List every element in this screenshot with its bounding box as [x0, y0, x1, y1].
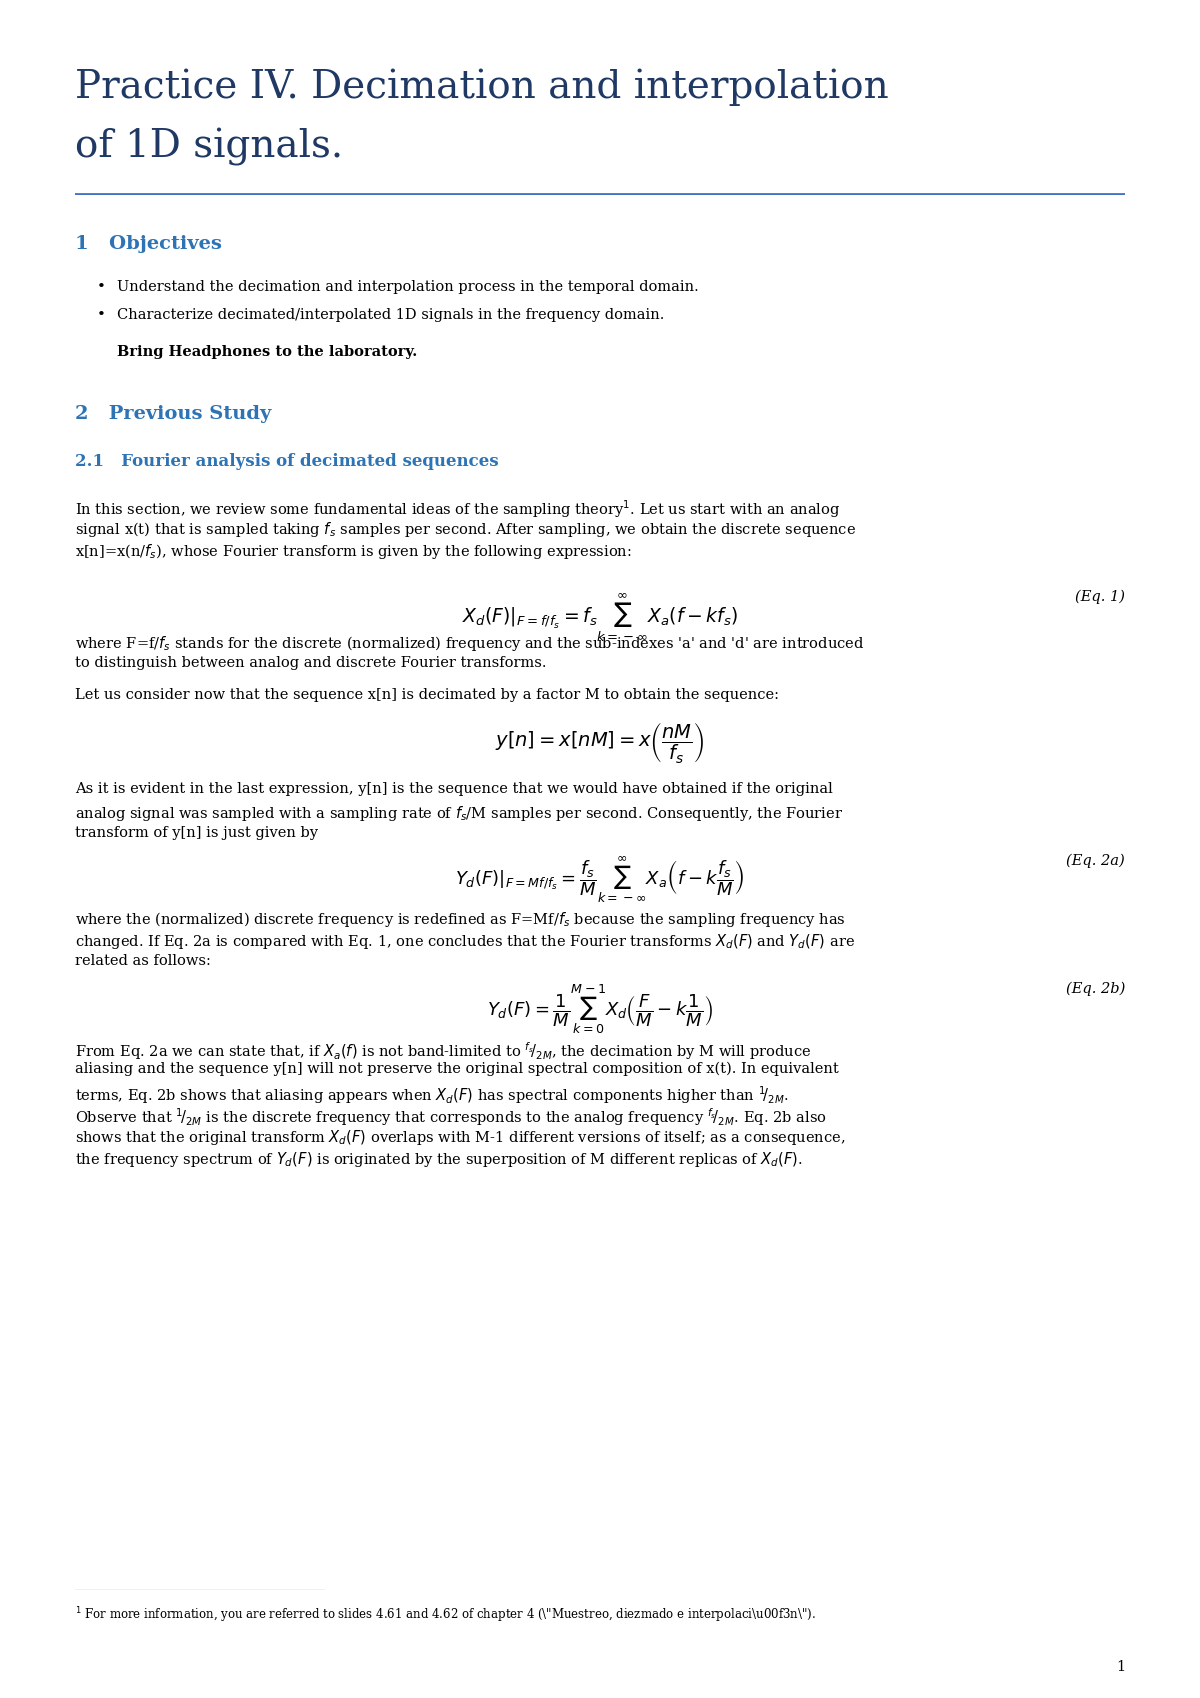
Text: Understand the decimation and interpolation process in the temporal domain.: Understand the decimation and interpolat… [118, 280, 698, 294]
Text: $^1$ For more information, you are referred to slides 4.61 and 4.62 of chapter 4: $^1$ For more information, you are refer… [74, 1605, 816, 1625]
Text: where the (normalized) discrete frequency is redefined as F=Mf/$f_s$ because the: where the (normalized) discrete frequenc… [74, 910, 846, 929]
Text: $X_d(F)|_{F=f/f_s} = f_s \sum_{k=-\infty}^{\infty} X_a(f - kf_s)$: $X_d(F)|_{F=f/f_s} = f_s \sum_{k=-\infty… [462, 589, 738, 644]
Text: to distinguish between analog and discrete Fourier transforms.: to distinguish between analog and discre… [74, 655, 546, 671]
Text: (Eq. 2a): (Eq. 2a) [1067, 854, 1126, 868]
Text: terms, Eq. 2b shows that aliasing appears when $X_d(F)$ has spectral components : terms, Eq. 2b shows that aliasing appear… [74, 1083, 788, 1105]
Text: where F=f/$f_s$ stands for the discrete (normalized) frequency and the sub-index: where F=f/$f_s$ stands for the discrete … [74, 633, 864, 654]
Text: Bring Headphones to the laboratory.: Bring Headphones to the laboratory. [118, 345, 418, 358]
Text: $y[n] = x[nM] = x\left(\dfrac{nM}{f_s}\right)$: $y[n] = x[nM] = x\left(\dfrac{nM}{f_s}\r… [496, 720, 704, 766]
Text: Characterize decimated/interpolated 1D signals in the frequency domain.: Characterize decimated/interpolated 1D s… [118, 307, 665, 323]
Text: Practice IV. Decimation and interpolation: Practice IV. Decimation and interpolatio… [74, 68, 889, 105]
Text: shows that the original transform $X_d(F)$ overlaps with M-1 different versions : shows that the original transform $X_d(F… [74, 1127, 846, 1148]
Text: As it is evident in the last expression, y[n] is the sequence that we would have: As it is evident in the last expression,… [74, 783, 833, 796]
Text: Observe that $^1\!/_{2M}$ is the discrete frequency that corresponds to the anal: Observe that $^1\!/_{2M}$ is the discret… [74, 1105, 827, 1127]
Text: 1   Objectives: 1 Objectives [74, 234, 222, 253]
Text: 1: 1 [1116, 1661, 1126, 1674]
Text: 2.1   Fourier analysis of decimated sequences: 2.1 Fourier analysis of decimated sequen… [74, 453, 499, 470]
Text: signal x(t) that is sampled taking $f_s$ samples per second. After sampling, we : signal x(t) that is sampled taking $f_s$… [74, 520, 856, 538]
Text: $Y_d(F) = \dfrac{1}{M}\sum_{k=0}^{M-1} X_d\left(\dfrac{F}{M} - k\dfrac{1}{M}\rig: $Y_d(F) = \dfrac{1}{M}\sum_{k=0}^{M-1} X… [487, 981, 713, 1036]
Text: transform of y[n] is just given by: transform of y[n] is just given by [74, 825, 318, 841]
Text: changed. If Eq. 2a is compared with Eq. 1, one concludes that the Fourier transf: changed. If Eq. 2a is compared with Eq. … [74, 932, 854, 951]
Text: $Y_d(F)|_{F=Mf/f_s} = \dfrac{f_s}{M}\sum_{k=-\infty}^{\infty} X_a\left(f - k\dfr: $Y_d(F)|_{F=Mf/f_s} = \dfrac{f_s}{M}\sum… [455, 854, 745, 905]
Text: aliasing and the sequence y[n] will not preserve the original spectral compositi: aliasing and the sequence y[n] will not … [74, 1061, 839, 1077]
Text: •: • [97, 280, 106, 294]
Text: In this section, we review some fundamental ideas of the sampling theory$^1$. Le: In this section, we review some fundamen… [74, 498, 840, 520]
Text: related as follows:: related as follows: [74, 954, 211, 968]
Text: (Eq. 1): (Eq. 1) [1075, 589, 1126, 604]
Text: 2   Previous Study: 2 Previous Study [74, 406, 271, 423]
Text: From Eq. 2a we can state that, if $X_a(f)$ is not band-limited to $^{f_s}\!/_{2M: From Eq. 2a we can state that, if $X_a(f… [74, 1039, 811, 1061]
Text: x[n]=x(n/$f_s$), whose Fourier transform is given by the following expression:: x[n]=x(n/$f_s$), whose Fourier transform… [74, 542, 631, 560]
Text: •: • [97, 307, 106, 323]
Text: analog signal was sampled with a sampling rate of $f_s$/M samples per second. Co: analog signal was sampled with a samplin… [74, 803, 844, 824]
Text: the frequency spectrum of $Y_d(F)$ is originated by the superposition of M diffe: the frequency spectrum of $Y_d(F)$ is or… [74, 1150, 803, 1168]
Text: (Eq. 2b): (Eq. 2b) [1066, 981, 1126, 997]
Text: Let us consider now that the sequence x[n] is decimated by a factor M to obtain : Let us consider now that the sequence x[… [74, 688, 779, 701]
Text: of 1D signals.: of 1D signals. [74, 127, 343, 166]
